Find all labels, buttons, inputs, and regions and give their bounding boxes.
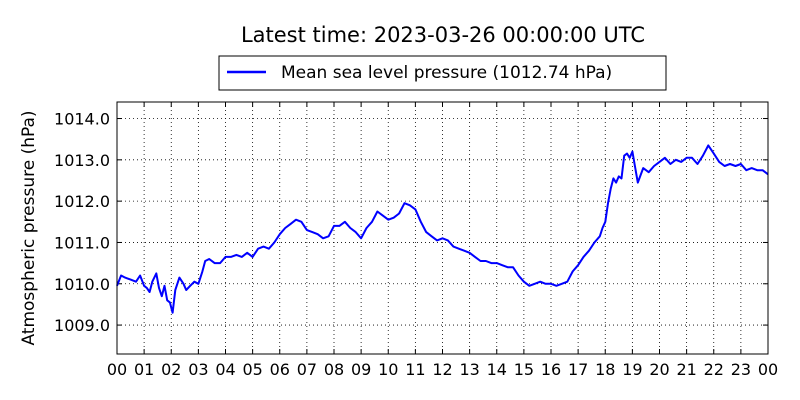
x-tick-label: 09 [351, 360, 371, 379]
gridlines [117, 102, 768, 354]
x-tick-label: 01 [134, 360, 154, 379]
y-tick-labels: 1009.0 1010.0 1011.0 1012.0 1013.0 1014.0 [54, 110, 110, 336]
x-tick-labels: 00 01 02 03 04 05 06 07 08 09 10 11 12 13 14 15 16 17 18 19… [107, 360, 778, 379]
x-tick-label: 13 [459, 360, 479, 379]
x-tick-label: 19 [622, 360, 642, 379]
x-tick-label: 10 [378, 360, 398, 379]
x-tick-label: 07 [297, 360, 317, 379]
x-tick-label: 17 [568, 360, 588, 379]
x-tick-label: 22 [704, 360, 724, 379]
x-tick-label: 14 [487, 360, 507, 379]
series-line-mslp [116, 144, 769, 314]
chart-title: Latest time: 2023-03-26 00:00:00 UTC [241, 23, 645, 47]
x-tick-label: 04 [215, 360, 235, 379]
x-tick-label: 21 [676, 360, 696, 379]
x-tick-label: 23 [731, 360, 751, 379]
x-tick-label: 18 [595, 360, 615, 379]
x-tick-label: 15 [514, 360, 534, 379]
x-tick-label: 12 [432, 360, 452, 379]
x-tick-label: 03 [188, 360, 208, 379]
y-tick-label: 1013.0 [54, 151, 110, 170]
y-tick-label: 1009.0 [54, 316, 110, 335]
y-axis-label: Atmospheric pressure (hPa) [19, 110, 39, 345]
x-tick-label: 08 [324, 360, 344, 379]
axis-ticks [116, 102, 769, 354]
plot-area-frame [116, 101, 769, 355]
y-tick-label: 1011.0 [54, 233, 110, 252]
y-tick-label: 1012.0 [54, 192, 110, 211]
y-tick-label: 1010.0 [54, 275, 110, 294]
x-tick-label: 00 [107, 360, 127, 379]
legend: Mean sea level pressure (1012.74 hPa) [218, 55, 667, 91]
x-tick-label: 16 [541, 360, 561, 379]
x-tick-label: 20 [649, 360, 669, 379]
x-tick-label: 06 [270, 360, 290, 379]
legend-box [218, 55, 667, 91]
legend-entry-mslp: Mean sea level pressure (1012.74 hPa) [281, 63, 612, 83]
x-tick-label: 00 [758, 360, 778, 379]
x-tick-label: 02 [161, 360, 181, 379]
x-tick-label: 11 [405, 360, 425, 379]
y-tick-label: 1014.0 [54, 110, 110, 129]
x-tick-label: 05 [242, 360, 262, 379]
